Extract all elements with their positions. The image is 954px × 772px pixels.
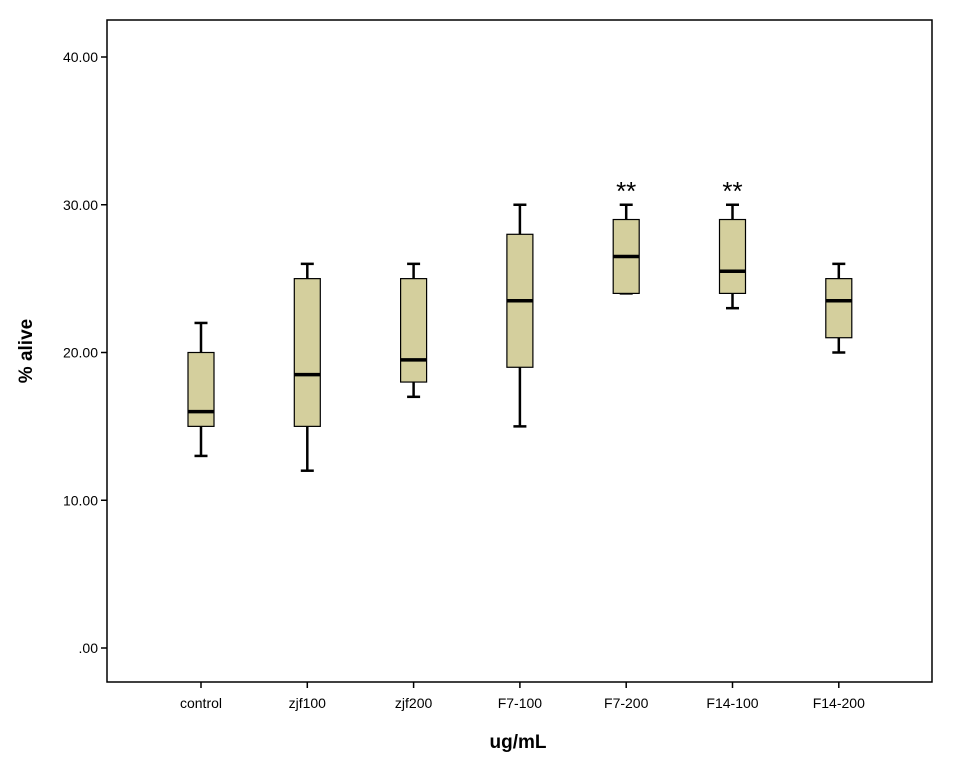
y-tick-label: .00 bbox=[79, 640, 99, 656]
x-tick-label: F14-100 bbox=[706, 695, 758, 711]
box-F14-100: ** bbox=[718, 176, 747, 310]
iqr-box bbox=[825, 278, 853, 339]
y-tick-label: 10.00 bbox=[63, 492, 98, 508]
iqr-box bbox=[187, 351, 215, 427]
box-zjf200 bbox=[400, 262, 428, 399]
box-F7-200: ** bbox=[612, 176, 640, 295]
y-tick-label: 20.00 bbox=[63, 345, 98, 361]
iqr-box bbox=[293, 278, 321, 427]
significance-annotation: ** bbox=[722, 176, 742, 206]
box-F7-100 bbox=[506, 203, 534, 428]
iqr-box bbox=[718, 218, 747, 294]
box-zjf100 bbox=[293, 262, 321, 472]
x-axis-title: ug/mL bbox=[490, 732, 547, 753]
x-tick-label: control bbox=[180, 695, 222, 711]
boxes-layer: ** ** bbox=[187, 176, 853, 472]
significance-annotation: ** bbox=[616, 176, 636, 206]
x-axis: control zjf100 zjf200 F7-100 F7-200 F14-100 F1… bbox=[180, 682, 865, 711]
x-tick-label: F7-200 bbox=[604, 695, 649, 711]
x-tick-label: F14-200 bbox=[813, 695, 865, 711]
box-control bbox=[187, 321, 215, 458]
y-axis: .00 10.00 20.00 30.00 40.00 bbox=[63, 49, 107, 656]
y-tick-label: 40.00 bbox=[63, 49, 98, 65]
x-tick-label: zjf100 bbox=[289, 695, 327, 711]
y-tick-label: 30.00 bbox=[63, 197, 98, 213]
x-tick-label: F7-100 bbox=[498, 695, 543, 711]
x-tick-label: zjf200 bbox=[395, 695, 433, 711]
iqr-box bbox=[400, 278, 428, 383]
box-F14-200 bbox=[825, 262, 853, 354]
y-axis-title: % alive bbox=[16, 319, 37, 383]
